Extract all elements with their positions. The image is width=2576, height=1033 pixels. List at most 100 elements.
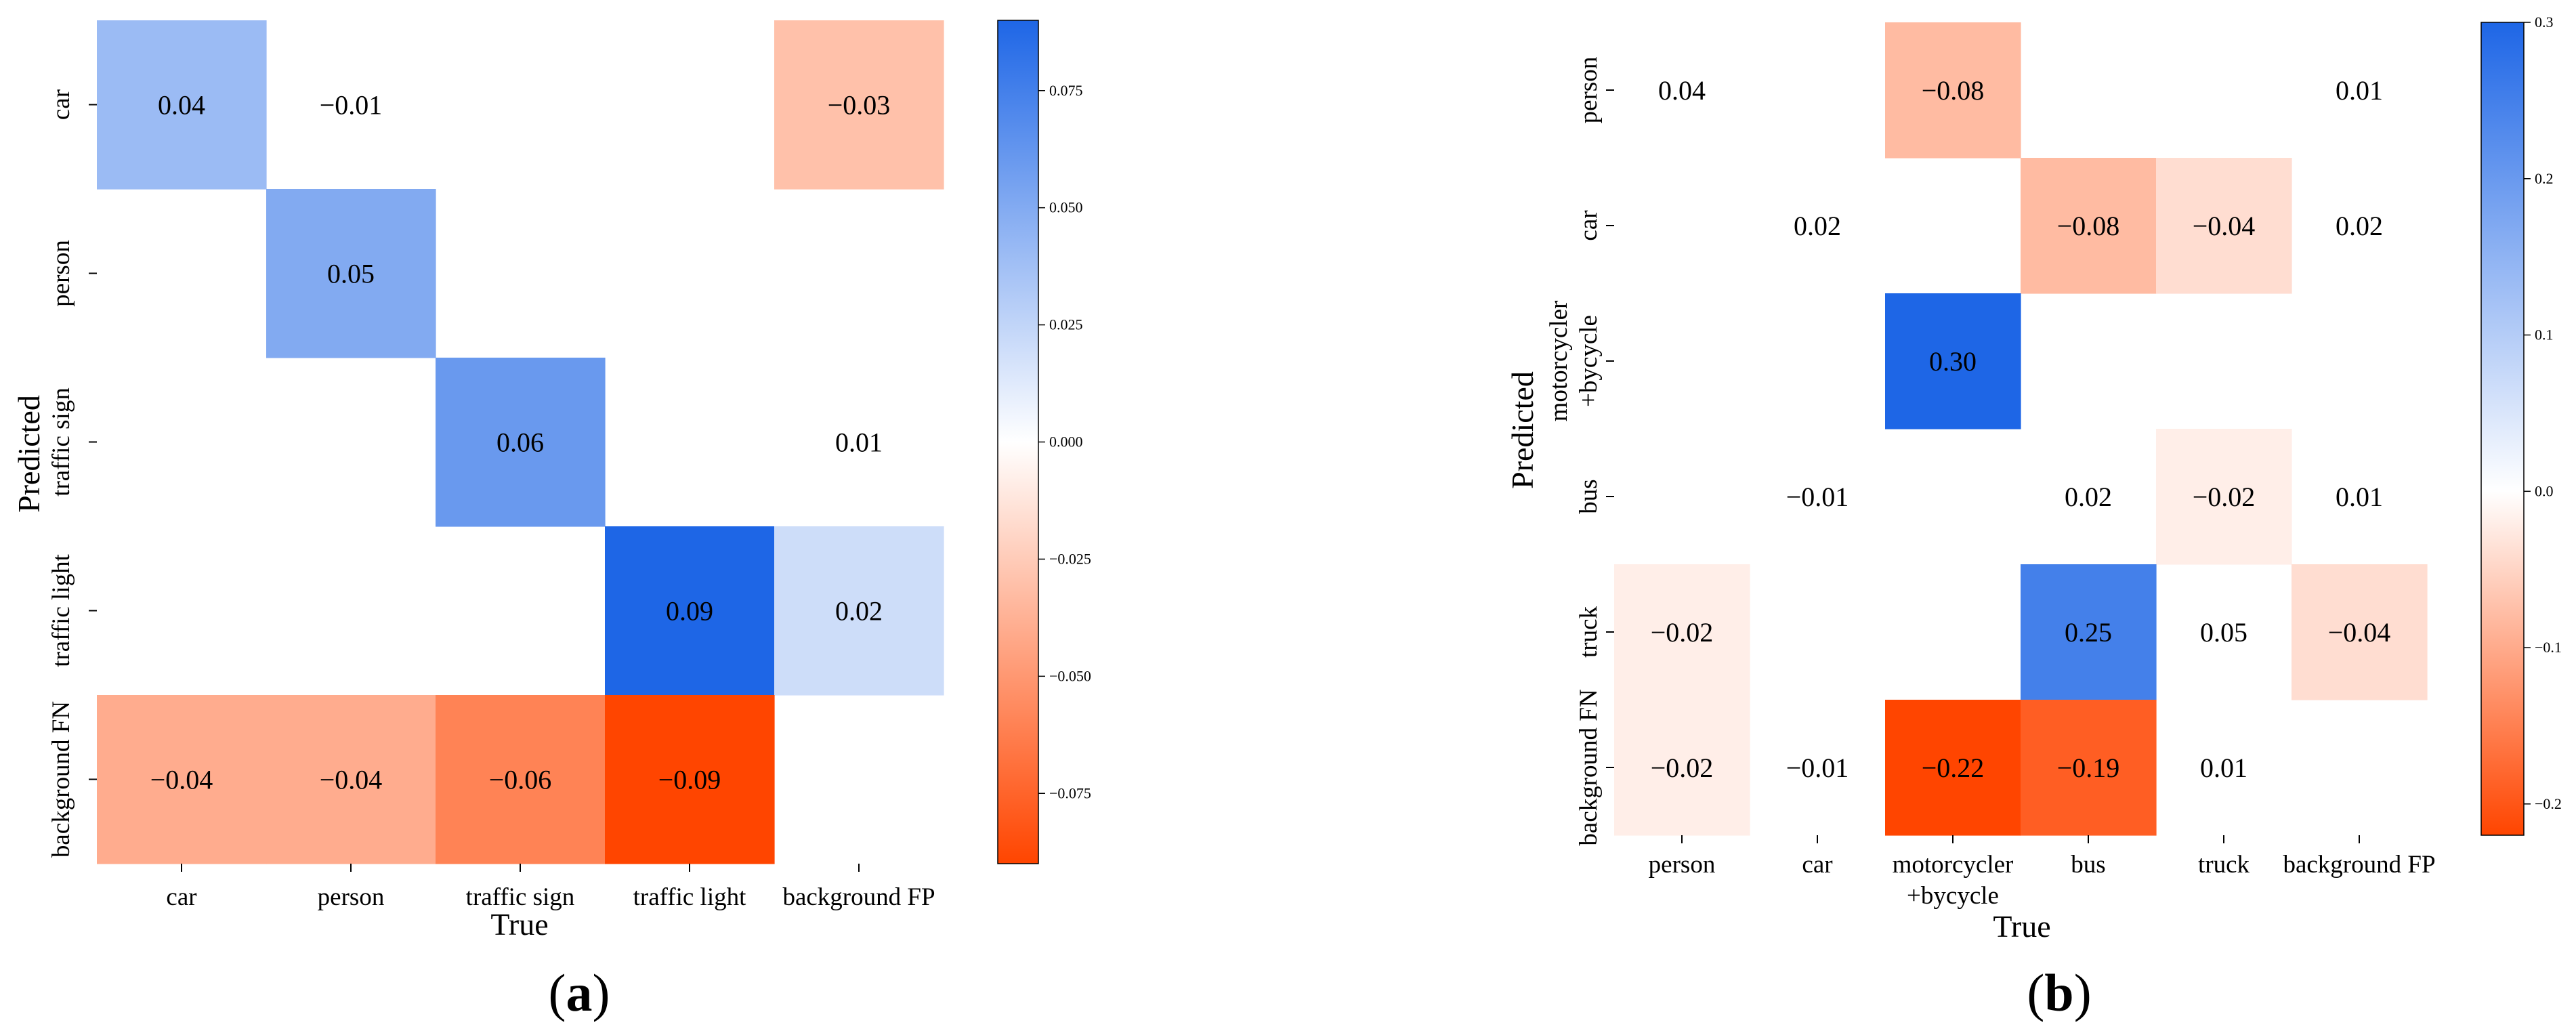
heatmap-a-colorbar-tick-label: −0.050 (1049, 667, 1091, 684)
heatmap-b-y-ticks: person car motorcycler +bycycle bus truck back… (1545, 57, 1614, 846)
heatmap-a-cell-r4-c3 (605, 695, 775, 864)
heatmap-a-cell-r4-c2 (436, 695, 606, 864)
heatmap-b-x-tick-label: motorcycler (1893, 851, 2014, 879)
heatmap-b-cell-value-r3-c1: −0.01 (1786, 482, 1849, 512)
heatmap-b-colorbar-tick-label: −0.2 (2535, 795, 2562, 812)
heatmap-b-cell-r0-c2 (1885, 22, 2021, 159)
heatmap-b-cell-value-r2-c2: 0.30 (1929, 346, 1977, 377)
heatmap-a-y-tick-label: background FN (47, 701, 75, 858)
heatmap-a-colorbar-ticks: −0.075 −0.050 −0.025 0.000 0.025 0.050 0.075 (1038, 82, 1091, 801)
heatmap-a-cell-value-r0-c4: −0.03 (828, 90, 891, 121)
panel-a-letter: a (566, 963, 593, 1022)
heatmap-a-cell-value-r0-c0: 0.04 (158, 90, 205, 121)
heatmap-a-colorbar-tick-label: −0.075 (1049, 784, 1091, 801)
heatmap-b-cell-r4-c3 (2021, 564, 2157, 700)
heatmap-b-cell-value-r4-c4: 0.05 (2200, 617, 2247, 648)
heatmap-a-cell-value-r4-c1: −0.04 (320, 765, 383, 795)
heatmap-b-colorbar-tick-label: 0.1 (2535, 326, 2554, 343)
heatmap-a-cell-value-r1-c1: 0.05 (327, 259, 375, 289)
heatmap-b-cell-value-r3-c5: 0.01 (2336, 482, 2383, 512)
heatmap-b-colorbar-tick-label: 0.2 (2535, 170, 2554, 187)
heatmap-a-cell-r1-c1 (266, 189, 436, 358)
heatmap-b-cell-r5-c2 (1885, 700, 2021, 836)
heatmap-b-y-tick-label: bus (1575, 479, 1603, 513)
heatmap-a-cell-value-r3-c4: 0.02 (835, 596, 883, 627)
heatmap-a-cells (97, 20, 944, 864)
heatmap-b-colorbar-tick-label: −0.1 (2535, 639, 2562, 656)
heatmap-b-cell-value-r1-c1: 0.02 (1794, 211, 1841, 241)
heatmap-b-colorbar: −0.2 −0.1 0.0 0.1 0.2 0.3 (2480, 14, 2562, 836)
heatmap-b-colorbar-tick-label: 0.0 (2535, 482, 2554, 499)
heatmap-b-colorbar-tick-label: 0.3 (2535, 14, 2554, 30)
heatmap-a-x-ticks: car person traffic sign traffic light backgr… (166, 864, 935, 911)
heatmap-b-x-tick-label: background FP (2283, 851, 2435, 879)
heatmap-b-cell-value-r3-c4: −0.02 (2193, 482, 2256, 512)
heatmap-b-cell-value-r4-c5: −0.04 (2328, 617, 2391, 648)
heatmap-b-cell-r5-c3 (2021, 700, 2157, 836)
heatmap-a-y-ticks: car person traffic sign traffic light backgr… (47, 89, 97, 858)
heatmap-a-cell-r3-c3 (605, 526, 775, 696)
heatmap-a-cell-r0-c0 (97, 20, 267, 190)
heatmap-b-cell-value-r4-c0: −0.02 (1651, 617, 1714, 648)
heatmap-b-cell-value-r5-c1: −0.01 (1786, 753, 1849, 783)
heatmap-a-cell-labels: 0.04 −0.01 −0.03 0.05 0.06 0.01 0.09 0.02 −0.04 −… (150, 90, 891, 795)
heatmap-b-y-tick-label: motorcycler (1545, 301, 1573, 422)
heatmap-a-y-tick-label: traffic light (47, 553, 75, 667)
heatmap-b-y-tick-label: background FN (1575, 689, 1603, 845)
heatmap-b-x-axis-label: True (1993, 909, 2050, 944)
heatmap-a-colorbar-tick-label: 0.025 (1049, 316, 1083, 333)
heatmap-b-cell-labels: 0.04 −0.08 0.01 0.02 −0.08 −0.04 0.02 0.30 −0.01… (1651, 75, 2391, 783)
heatmap-b-cell-value-r5-c0: −0.02 (1651, 753, 1714, 783)
heatmap-b-cell-value-r1-c3: −0.08 (2057, 211, 2120, 241)
heatmap-b-y-tick-label: car (1575, 210, 1603, 240)
heatmap-a-cell-r2-c2 (436, 358, 606, 527)
heatmap-b-cell-r1-c3 (2021, 158, 2157, 294)
heatmap-a-colorbar-bar (997, 20, 1039, 864)
heatmap-b-cell-value-r0-c5: 0.01 (2336, 75, 2383, 106)
heatmap-a-colorbar: −0.075 −0.050 −0.025 0.000 0.025 0.050 0.075 (997, 20, 1091, 864)
heatmap-a-colorbar-tick-label: 0.000 (1049, 434, 1083, 450)
heatmap-b-cell-value-r1-c4: −0.04 (2193, 211, 2256, 241)
heatmap-a-y-tick-label: person (47, 240, 75, 307)
heatmap-a-x-tick-label: traffic light (633, 883, 747, 911)
heatmap-a-y-axis-label: Predicted (12, 395, 46, 513)
heatmap-a-cell-r3-c4 (774, 526, 944, 696)
heatmap-b-x-tick-label: person (1649, 851, 1716, 879)
heatmap-b-cell-value-r5-c4: 0.01 (2200, 753, 2247, 783)
heatmap-b-y-tick-label: person (1575, 57, 1603, 124)
heatmap-a-colorbar-tick-label: 0.075 (1049, 82, 1083, 99)
heatmap-b-cell-value-r0-c2: −0.08 (1922, 75, 1985, 106)
heatmap-a-colorbar-tick-label: −0.025 (1049, 550, 1091, 567)
heatmap-a-cell-value-r0-c1: −0.01 (320, 90, 383, 121)
heatmap-b-cell-value-r3-c3: 0.02 (2065, 482, 2112, 512)
heatmap-b-y-axis-label: Predicted (1505, 371, 1540, 489)
heatmap-a-cell-value-r4-c0: −0.04 (150, 765, 213, 795)
heatmap-a-colorbar-tick-label: 0.050 (1049, 199, 1083, 216)
heatmap-a-cell-r4-c1 (266, 695, 436, 864)
heatmap-b-y-tick-label: truck (1575, 606, 1603, 658)
heatmap-b-colorbar-bar (2480, 22, 2525, 836)
heatmap-b-cell-r4-c0 (1614, 564, 1750, 700)
heatmap-b-colorbar-ticks: −0.2 −0.1 0.0 0.1 0.2 0.3 (2524, 14, 2562, 812)
heatmap-b-cell-r3-c4 (2156, 429, 2292, 565)
heatmap-a-x-tick-label: car (166, 883, 196, 911)
heatmap-b-cells (1614, 22, 2428, 836)
heatmap-b-cell-r2-c2 (1885, 293, 2021, 429)
heatmap-b-cell-r4-c5 (2292, 564, 2428, 700)
heatmap-b-cell-r1-c4 (2156, 158, 2292, 294)
heatmap-b-x-ticks: person car motorcycler +bycycle bus truck back… (1649, 835, 2436, 910)
heatmap-b-cell-r5-c0 (1614, 700, 1750, 836)
heatmap-a-cell-r0-c4 (774, 20, 944, 190)
panel-b-letter: b (2044, 963, 2073, 1022)
heatmap-a-cell-r4-c0 (97, 695, 267, 864)
heatmap-a-cell-value-r2-c4: 0.01 (835, 427, 883, 458)
heatmap-b-cell-value-r5-c2: −0.22 (1922, 753, 1985, 783)
heatmap-b-x-tick-label: truck (2198, 851, 2250, 879)
heatmap-b-cell-value-r0-c0: 0.04 (1658, 75, 1706, 106)
heatmap-a-y-tick-label: traffic sign (47, 387, 75, 497)
panel-b-label: (b) (2027, 963, 2091, 1022)
heatmap-a-x-tick-label: person (318, 883, 385, 911)
heatmap-a-cell-value-r4-c3: −0.09 (658, 765, 721, 795)
heatmap-panel-a: 0.04 −0.01 −0.03 0.05 0.06 0.01 0.09 0.02 −0.04 −… (12, 20, 1091, 1022)
